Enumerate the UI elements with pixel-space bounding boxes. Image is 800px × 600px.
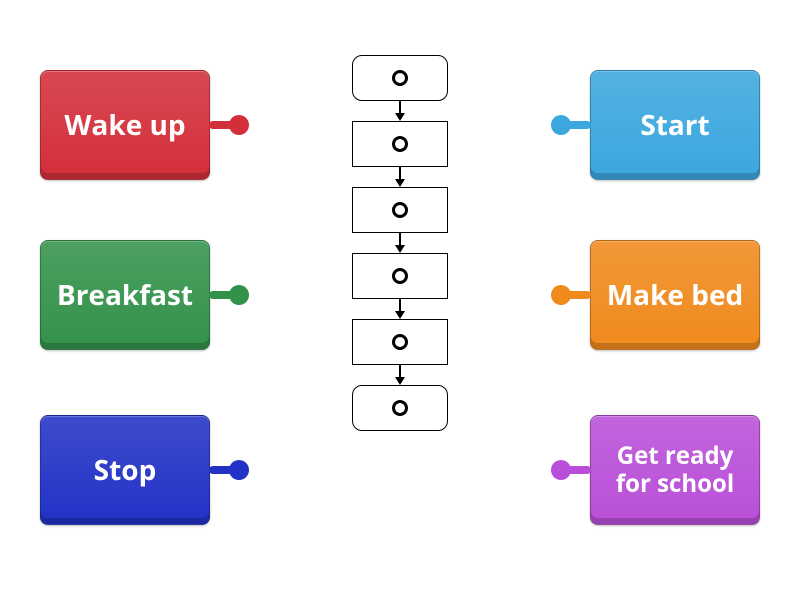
label-wake-up[interactable]: Wake up xyxy=(40,70,210,180)
flow-arrow-icon xyxy=(395,233,405,253)
label-text: Stop xyxy=(94,454,157,486)
flow-slot-0[interactable] xyxy=(352,55,448,101)
flow-slot-5[interactable] xyxy=(352,385,448,431)
label-text: Wake up xyxy=(64,109,185,141)
label-text: Breakfast xyxy=(57,279,193,311)
flow-slot-2[interactable] xyxy=(352,187,448,233)
connector-dot[interactable] xyxy=(551,285,571,305)
label-text: Start xyxy=(640,109,709,141)
flowchart xyxy=(352,55,448,431)
label-text: Get ready for school xyxy=(603,442,747,497)
label-stop[interactable]: Stop xyxy=(40,415,210,525)
connector-dot[interactable] xyxy=(551,115,571,135)
flow-arrow-icon xyxy=(395,167,405,187)
connector-dot[interactable] xyxy=(229,115,249,135)
flow-socket-icon xyxy=(392,136,408,152)
flow-arrow-icon xyxy=(395,365,405,385)
flow-socket-icon xyxy=(392,202,408,218)
flow-socket-icon xyxy=(392,268,408,284)
flow-socket-icon xyxy=(392,334,408,350)
label-make-bed[interactable]: Make bed xyxy=(590,240,760,350)
flow-arrow-icon xyxy=(395,299,405,319)
flow-slot-1[interactable] xyxy=(352,121,448,167)
flow-arrow-icon xyxy=(395,101,405,121)
connector-dot[interactable] xyxy=(551,460,571,480)
flow-socket-icon xyxy=(392,70,408,86)
label-breakfast[interactable]: Breakfast xyxy=(40,240,210,350)
connector-dot[interactable] xyxy=(229,285,249,305)
label-get-ready[interactable]: Get ready for school xyxy=(590,415,760,525)
flow-socket-icon xyxy=(392,400,408,416)
matching-activity-stage: Wake up Breakfast Stop Start Make bed Ge… xyxy=(0,0,800,600)
connector-dot[interactable] xyxy=(229,460,249,480)
flow-slot-3[interactable] xyxy=(352,253,448,299)
label-text: Make bed xyxy=(607,279,743,311)
flow-slot-4[interactable] xyxy=(352,319,448,365)
label-start[interactable]: Start xyxy=(590,70,760,180)
